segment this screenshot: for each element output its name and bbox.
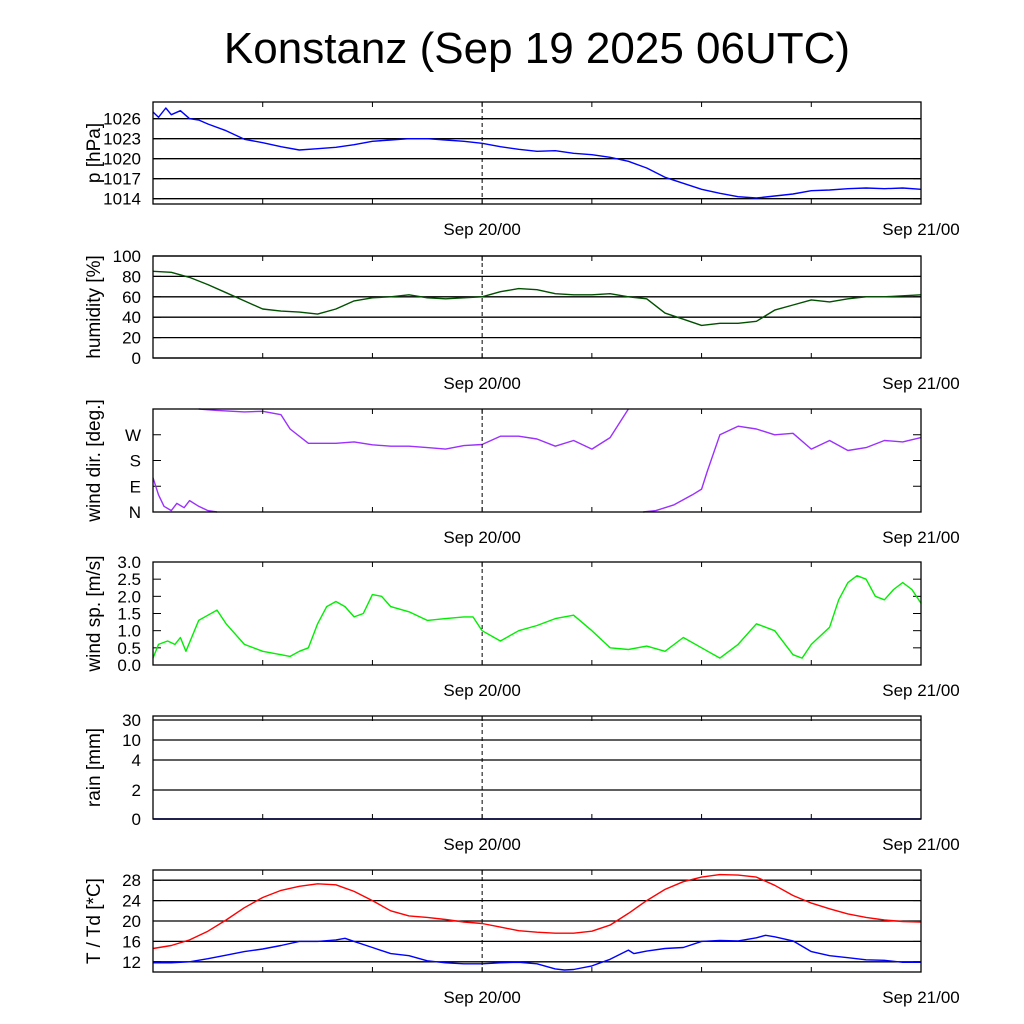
- y-tick-label: 30: [122, 711, 141, 730]
- y-axis-label: rain [mm]: [84, 728, 105, 807]
- y-tick-label: 1017: [103, 170, 141, 189]
- series-line-wind-direction-1: [198, 408, 629, 450]
- y-tick-label: 24: [122, 892, 141, 911]
- y-tick-label: 2.0: [117, 587, 141, 606]
- series-line-humidity-0: [152, 270, 922, 327]
- y-axis-label: p [hPa]: [84, 123, 105, 183]
- y-tick-label: 40: [122, 308, 141, 327]
- series-line-wind-direction-0: [152, 477, 218, 513]
- y-tick-label: 10: [122, 731, 141, 750]
- x-tick-label: Sep 20/00: [443, 988, 521, 1007]
- series-line-wind-direction-2: [643, 425, 922, 513]
- plot-frame: [152, 101, 922, 205]
- x-tick-label: Sep 21/00: [882, 220, 960, 239]
- y-tick-label: 0.0: [117, 656, 141, 675]
- y-tick-label: 0.5: [117, 639, 141, 658]
- series-line-temperature-1: [153, 934, 921, 971]
- y-tick-label: 1014: [103, 190, 141, 209]
- y-tick-label: 1026: [103, 110, 141, 129]
- y-tick-label: S: [130, 452, 141, 471]
- x-tick-label: Sep 21/00: [882, 835, 960, 854]
- series-line-wind-speed-0: [152, 575, 922, 659]
- y-tick-label: 20: [122, 912, 141, 931]
- y-tick-label: 20: [122, 329, 141, 348]
- y-tick-label: 0: [132, 349, 141, 368]
- y-tick-label: 28: [122, 871, 141, 890]
- y-tick-label: 1.0: [117, 622, 141, 641]
- plot-frame: [152, 255, 922, 359]
- y-tick-label: E: [130, 477, 141, 496]
- y-tick-label: 0: [132, 810, 141, 829]
- page-title: Konstanz (Sep 19 2025 06UTC): [223, 24, 851, 73]
- x-tick-label: Sep 21/00: [882, 988, 960, 1007]
- y-tick-label: 3.0: [117, 553, 141, 572]
- y-tick-label: 1020: [103, 150, 141, 169]
- x-tick-label: Sep 21/00: [882, 374, 960, 393]
- y-tick-label: 2: [132, 781, 141, 800]
- y-tick-label: 80: [122, 267, 141, 286]
- y-tick-label: N: [129, 503, 141, 522]
- y-tick-label: 1.5: [117, 605, 141, 624]
- series-line-pressure-0: [152, 107, 922, 199]
- y-tick-label: W: [125, 426, 141, 445]
- y-tick-label: 1023: [103, 130, 141, 149]
- y-tick-label: 100: [113, 247, 141, 266]
- y-axis-label: T / Td [*C]: [84, 878, 105, 964]
- plot-frame: [152, 715, 922, 820]
- x-tick-label: Sep 20/00: [443, 681, 521, 700]
- plot-frame: [152, 869, 922, 973]
- y-axis-label: humidity [%]: [84, 255, 105, 358]
- plot-frame: [152, 408, 922, 513]
- y-axis-label: wind dir. [deg.]: [84, 399, 105, 523]
- y-tick-label: 2.5: [117, 570, 141, 589]
- x-tick-label: Sep 21/00: [882, 681, 960, 700]
- y-tick-label: 60: [122, 288, 141, 307]
- series-line-temperature-0: [152, 873, 922, 950]
- y-axis-label: wind sp. [m/s]: [84, 555, 105, 672]
- y-tick-label: 12: [122, 953, 141, 972]
- x-tick-label: Sep 20/00: [443, 528, 521, 547]
- y-tick-label: 16: [122, 932, 141, 951]
- panel-wind-speed: 0.00.51.01.52.02.53.0 Sep 20/00 Sep 21/00 w…: [84, 553, 960, 700]
- y-tick-label: 4: [132, 751, 141, 770]
- x-tick-label: Sep 20/00: [443, 220, 521, 239]
- x-tick-label: Sep 21/00: [882, 528, 960, 547]
- x-tick-label: Sep 20/00: [443, 835, 521, 854]
- plot-frame: [152, 561, 922, 666]
- x-tick-label: Sep 20/00: [443, 374, 521, 393]
